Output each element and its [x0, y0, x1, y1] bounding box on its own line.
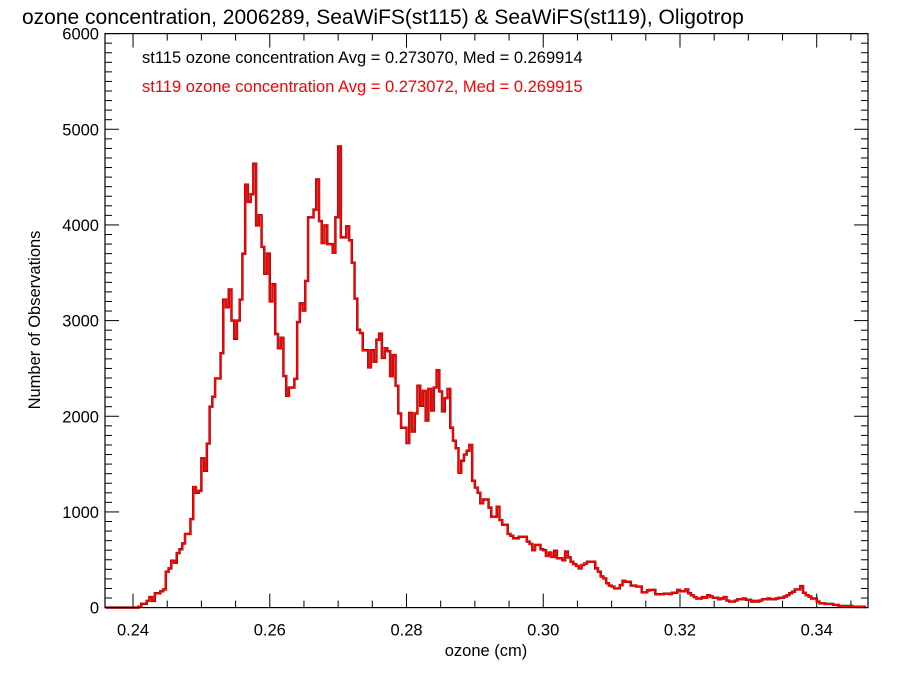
y-axis-label: Number of Observations	[26, 231, 44, 410]
y-tick-label: 2000	[62, 408, 99, 426]
x-tick-label: 0.30	[527, 622, 559, 640]
y-tick-label: 4000	[62, 217, 99, 235]
legend-st119-stats: st119 ozone concentration Avg = 0.273072…	[142, 78, 583, 96]
legend-st115-stats: st115 ozone concentration Avg = 0.273070…	[142, 49, 583, 67]
y-tick-label: 0	[90, 600, 99, 618]
axis-ticks: 0 1000 2000 3000 4000 5000 6000 0.24 0.26 0.28 0.3…	[62, 26, 868, 640]
plot-frame	[104, 32, 869, 609]
x-tick-label: 0.34	[801, 622, 833, 640]
y-tick-label: 1000	[62, 504, 99, 522]
series-line-st119	[105, 145, 866, 609]
x-tick-label: 0.28	[390, 622, 422, 640]
x-axis-label: ozone (cm)	[445, 642, 528, 660]
y-tick-label: 3000	[62, 313, 99, 331]
series-group	[105, 145, 866, 609]
x-tick-label: 0.32	[664, 622, 696, 640]
y-tick-label: 5000	[62, 121, 99, 139]
x-tick-label: 0.24	[117, 622, 149, 640]
y-tick-label: 6000	[62, 26, 99, 44]
chart-title: ozone concentration, 2006289, SeaWiFS(st…	[22, 6, 744, 29]
x-tick-label: 0.26	[254, 622, 286, 640]
